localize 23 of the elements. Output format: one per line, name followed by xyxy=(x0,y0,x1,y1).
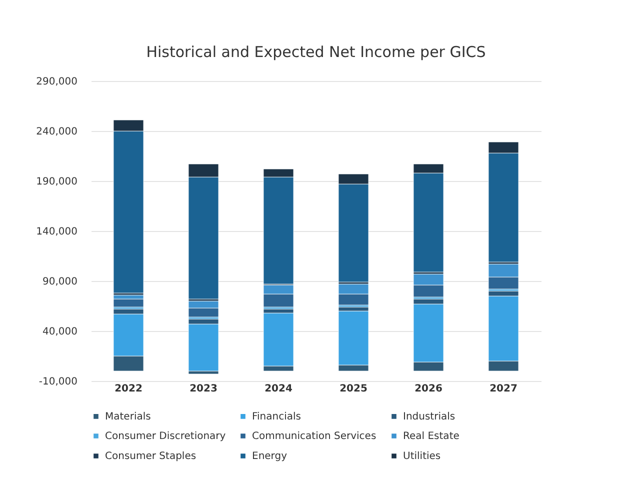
legend-label: Industrials xyxy=(403,411,456,422)
chart-title: Historical and Expected Net Income per GICS xyxy=(146,43,486,61)
legend-label: Financials xyxy=(252,411,301,422)
x-tick-label: 2024 xyxy=(264,384,292,394)
y-tick-label: 240,000 xyxy=(36,126,78,138)
x-tick-label: 2026 xyxy=(414,384,442,394)
legend-label: Real Estate xyxy=(403,431,460,442)
y-tick-label: 40,000 xyxy=(42,326,78,338)
legend-label: Consumer Staples xyxy=(105,451,196,462)
x-tick-label: 2025 xyxy=(340,384,368,394)
legend-label: Utilities xyxy=(403,451,441,462)
y-tick-label: -10,000 xyxy=(38,376,78,388)
x-tick-label: 2023 xyxy=(190,384,218,394)
legend-label: Communication Services xyxy=(252,431,376,442)
legend-label: Consumer Discretionary xyxy=(105,431,226,442)
y-tick-label: 290,000 xyxy=(36,76,78,88)
y-tick-label: 190,000 xyxy=(36,176,78,188)
x-tick-label: 2022 xyxy=(114,384,142,394)
legend-label: Materials xyxy=(105,411,151,422)
y-tick-label: 140,000 xyxy=(36,226,78,238)
x-tick-label: 2027 xyxy=(490,384,518,394)
y-tick-label: 90,000 xyxy=(42,276,78,288)
legend-label: Energy xyxy=(252,451,288,462)
